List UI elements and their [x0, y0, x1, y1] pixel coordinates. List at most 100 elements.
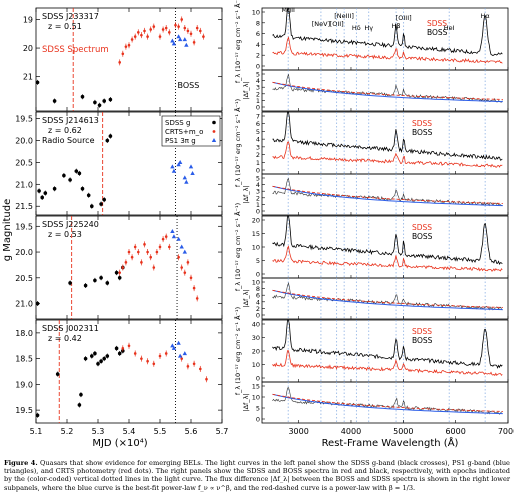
y-tick-label: 15	[252, 383, 260, 391]
crts-point	[186, 365, 190, 368]
y-tick-label: 10	[252, 361, 260, 369]
legend-entry: SDSS g	[165, 119, 190, 127]
y-tick-label: 19.5	[15, 115, 33, 124]
sdss-spectrum	[272, 245, 503, 272]
diff-frame	[261, 173, 509, 216]
ps1-point	[182, 175, 187, 180]
sdss-point	[77, 171, 82, 176]
x-tick-label: 5.7	[216, 427, 229, 436]
sdss-spectrum	[272, 141, 503, 168]
sdss-point	[108, 97, 113, 102]
boss-spectrum	[272, 215, 503, 266]
sdss-point	[80, 186, 85, 191]
power-law-fit	[272, 185, 503, 207]
ps1-point	[171, 234, 177, 239]
crts-point	[118, 271, 121, 274]
boss-spectrum	[272, 319, 503, 369]
crts-point	[133, 352, 137, 355]
y-tick-label: 19.5	[15, 406, 33, 415]
y-tick-label: 8	[256, 19, 260, 27]
y-tick-label: 21.0	[15, 300, 33, 309]
legend-marker	[212, 130, 216, 133]
redshift-label: z = 0.62	[48, 126, 82, 135]
y-tick-label: 6	[256, 292, 260, 300]
legend-sdss: SDSS	[412, 223, 432, 232]
crts-point	[118, 61, 121, 64]
y-tick-label: 20	[23, 44, 33, 53]
y-tick-label: 3	[256, 143, 260, 151]
sdss-point	[114, 346, 119, 351]
sdss-point	[105, 281, 110, 285]
diff-frame	[261, 69, 509, 112]
x-tick-label: 5.5	[154, 427, 167, 436]
sdss-point	[37, 189, 41, 193]
y-tick-label: 10	[252, 279, 260, 287]
y-tick-label: 20.0	[15, 248, 33, 257]
y-tick-label: 21.5	[15, 202, 33, 211]
crts-point	[158, 354, 162, 358]
sdss-point	[114, 270, 119, 275]
y-tick-label: 5	[256, 71, 260, 79]
object-name: SDSS J002311	[42, 324, 99, 333]
y-tick-label: 2	[256, 194, 260, 202]
crts-point	[186, 261, 190, 264]
legend-sdss: SDSS	[412, 119, 432, 128]
x-tick-label: 5.2	[61, 427, 74, 436]
y-tick-label: 5	[256, 175, 260, 183]
sdss-point	[90, 354, 94, 358]
crts-point	[177, 255, 180, 259]
crts-point	[195, 26, 199, 30]
line-label: [OIII]	[396, 14, 412, 22]
crts-point	[143, 29, 146, 33]
ps1-point	[177, 353, 183, 358]
sdss-point	[108, 134, 113, 138]
y-tick-label: 3	[256, 84, 260, 92]
y-tick-label: 0	[256, 167, 260, 175]
power-law-reference	[272, 289, 503, 308]
caption-lead: Figure 4.	[4, 459, 38, 467]
figure-caption: Figure 4. Quasars that show evidence for…	[4, 459, 510, 492]
ps1-point	[184, 179, 189, 184]
sdss-point	[43, 191, 48, 195]
x-tick-label: 4000	[341, 427, 361, 436]
crts-point	[183, 271, 187, 274]
redshift-label: z = 0.42	[48, 334, 82, 343]
sdss-point	[117, 276, 122, 280]
sdss-spectrum	[272, 36, 503, 64]
y-tick-label: 20.5	[15, 158, 33, 167]
y-tick-label: 10	[252, 244, 260, 252]
y-tick-label: 8	[256, 285, 260, 293]
crts-point	[137, 250, 140, 254]
sdss-point	[52, 99, 57, 103]
source-note: Radio Source	[42, 136, 95, 145]
crts-point	[164, 26, 168, 30]
legend-sdss: SDSS	[412, 327, 432, 336]
sdss-point	[35, 301, 40, 306]
flux-axis-label: f_λ (10⁻¹⁷ erg cm⁻² s⁻¹ Å⁻¹)	[233, 203, 242, 291]
y-tick-label: 5	[256, 128, 260, 136]
y-tick-label: 4	[256, 41, 260, 49]
sdss-point	[105, 354, 110, 358]
y-tick-label: 2	[256, 305, 260, 313]
y-tick-label: 0	[256, 271, 260, 279]
y-tick-label: 20.0	[15, 136, 33, 145]
crts-point	[124, 261, 128, 264]
ps1-point	[182, 37, 187, 42]
crts-point	[199, 367, 202, 371]
line-label: [OII]	[330, 20, 344, 28]
crts-point	[121, 266, 125, 269]
line-label: HeI	[444, 24, 455, 32]
y-tick-label: 0	[256, 104, 260, 112]
legend-entry: PS1 3π g	[165, 137, 196, 145]
crts-point	[180, 357, 183, 360]
crts-point	[149, 28, 152, 31]
crts-point	[121, 347, 125, 350]
sdss-point	[96, 361, 100, 366]
crts-point	[127, 250, 131, 254]
x-tick-label: 5.6	[185, 427, 198, 436]
line-label: Hα	[481, 12, 490, 20]
